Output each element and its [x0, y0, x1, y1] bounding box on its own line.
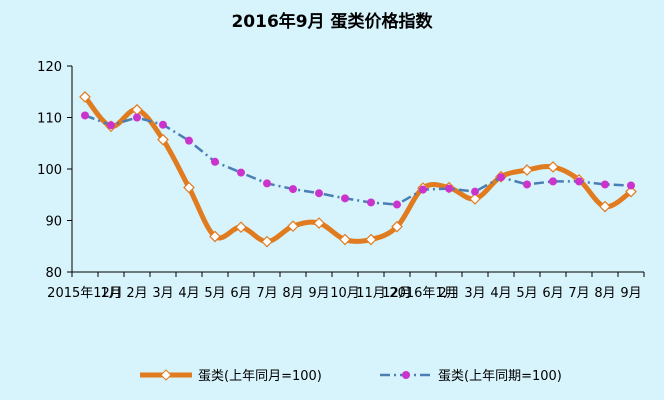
data-point	[235, 221, 247, 234]
legend-marker	[402, 371, 410, 379]
x-tick-label: 9月	[308, 286, 329, 301]
y-tick-label: 110	[37, 112, 62, 127]
legend-marker	[160, 369, 172, 381]
data-point	[521, 164, 533, 176]
data-point	[523, 180, 531, 189]
x-tick-label: 8月	[282, 286, 303, 301]
x-tick-label: 2月	[438, 286, 459, 301]
data-point	[185, 136, 193, 145]
data-point	[393, 200, 401, 209]
data-point	[341, 194, 349, 203]
data-point	[625, 185, 637, 198]
data-point	[263, 179, 271, 188]
data-point	[547, 161, 559, 173]
x-tick-label: 6月	[542, 286, 563, 301]
x-tick-label: 2月	[126, 286, 147, 301]
x-tick-label: 4月	[490, 286, 511, 301]
data-point	[339, 233, 351, 246]
data-point	[237, 168, 245, 177]
series-line	[84, 114, 632, 206]
data-point	[549, 177, 557, 186]
data-point	[183, 181, 195, 194]
data-point	[497, 173, 505, 182]
data-point	[391, 220, 403, 233]
x-tick-label: 5月	[516, 286, 537, 301]
data-point	[599, 200, 611, 213]
data-point	[81, 111, 89, 120]
x-tick-label: 7月	[568, 286, 589, 301]
legend-item-2: 蛋类(上年同期=100)	[380, 369, 562, 384]
x-tick-label: 9月	[620, 286, 641, 301]
data-point	[627, 181, 635, 190]
data-point	[157, 133, 169, 146]
y-tick-label: 120	[37, 60, 62, 75]
series-2	[81, 111, 635, 209]
data-point	[211, 157, 219, 166]
data-point	[159, 120, 167, 129]
x-tick-label: 10月	[330, 286, 360, 301]
series-line	[83, 95, 633, 245]
x-tick-label: 3月	[464, 286, 485, 301]
x-tick-label: 12月	[382, 286, 412, 301]
data-point	[365, 233, 377, 246]
legend-label: 蛋类(上年同期=100)	[438, 369, 562, 384]
y-tick-label: 100	[37, 163, 62, 178]
x-tick-label: 5月	[204, 286, 225, 301]
x-tick-label: 4月	[178, 286, 199, 301]
x-tick-label: 3月	[152, 286, 173, 301]
x-tick-label: 7月	[256, 286, 277, 301]
x-tick-label: 2016年1月	[389, 286, 456, 301]
chart-title: 2016年9月 蛋类价格指数	[231, 11, 433, 32]
data-point	[469, 193, 481, 205]
x-tick-label: 1月	[100, 286, 121, 301]
series-1	[79, 91, 637, 248]
data-point	[313, 217, 325, 229]
legend: 蛋类(上年同月=100) 蛋类(上年同期=100)	[140, 369, 562, 384]
data-point	[261, 235, 273, 248]
x-tick-label: 6月	[230, 286, 251, 301]
legend-label: 蛋类(上年同月=100)	[198, 369, 322, 384]
data-point	[287, 220, 299, 233]
y-tick-label: 90	[45, 215, 62, 230]
series-layer	[79, 91, 637, 248]
data-point	[133, 113, 141, 122]
data-point	[315, 189, 323, 198]
data-point	[289, 185, 297, 194]
data-point	[471, 187, 479, 196]
data-point	[445, 184, 453, 193]
legend-item-1: 蛋类(上年同月=100)	[140, 369, 322, 384]
x-tick-label: 2015年12月	[47, 286, 123, 301]
data-point	[107, 121, 115, 130]
data-point	[209, 230, 221, 243]
y-tick-label: 80	[45, 266, 62, 281]
data-point	[79, 91, 91, 103]
data-point	[575, 177, 583, 186]
data-point	[419, 185, 427, 194]
data-point	[367, 198, 375, 207]
data-point	[601, 180, 609, 189]
x-tick-label: 8月	[594, 286, 615, 301]
x-tick-label: 11月	[356, 286, 386, 301]
